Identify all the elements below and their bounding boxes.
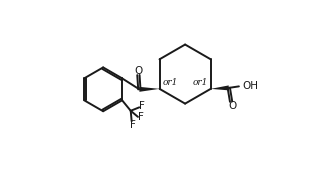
Text: O: O: [134, 66, 143, 76]
Text: O: O: [228, 101, 236, 111]
Text: F: F: [130, 120, 136, 130]
Polygon shape: [211, 85, 229, 90]
Text: or1: or1: [162, 78, 178, 87]
Text: F: F: [139, 101, 145, 111]
Polygon shape: [139, 87, 160, 92]
Text: OH: OH: [243, 81, 259, 91]
Text: F: F: [138, 112, 144, 122]
Text: or1: or1: [192, 78, 208, 87]
